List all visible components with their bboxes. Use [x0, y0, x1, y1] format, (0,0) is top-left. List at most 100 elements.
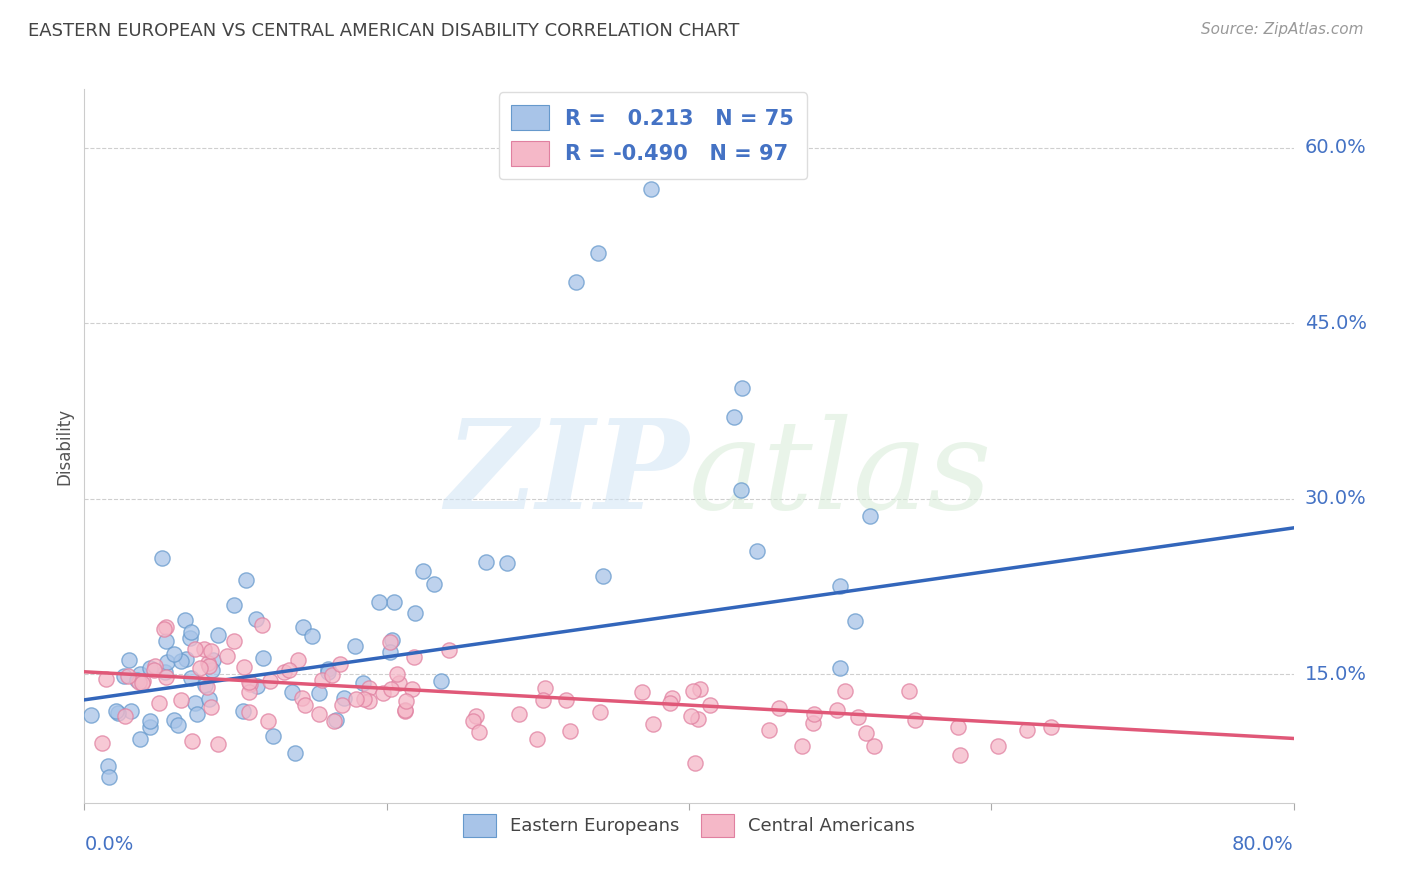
Point — [97, 770, 120, 784]
Point — [855, 726, 877, 740]
Point — [588, 246, 610, 260]
Point — [179, 631, 201, 645]
Point — [239, 677, 262, 691]
Point — [143, 663, 166, 677]
Legend: Eastern Europeans, Central Americans: Eastern Europeans, Central Americans — [456, 807, 922, 844]
Point — [316, 665, 339, 680]
Point — [232, 704, 254, 718]
Point — [661, 690, 683, 705]
Point — [463, 714, 485, 729]
Point — [127, 673, 149, 688]
Point — [422, 577, 444, 591]
Point — [475, 555, 498, 569]
Point — [949, 747, 972, 762]
Point — [508, 706, 530, 721]
Point — [359, 694, 381, 708]
Y-axis label: Disability: Disability — [55, 408, 73, 484]
Point — [844, 615, 866, 629]
Point — [198, 659, 221, 673]
Point — [468, 725, 491, 739]
Point — [131, 674, 153, 689]
Point — [311, 673, 333, 687]
Point — [353, 692, 375, 706]
Point — [641, 716, 664, 731]
Point — [128, 731, 150, 746]
Point — [731, 380, 754, 394]
Point — [745, 544, 768, 558]
Point — [181, 733, 204, 747]
Point — [401, 682, 423, 697]
Point — [394, 704, 416, 718]
Point — [278, 663, 301, 677]
Point — [120, 704, 142, 718]
Point — [201, 663, 224, 677]
Point — [301, 629, 323, 643]
Text: 60.0%: 60.0% — [1305, 138, 1367, 157]
Text: atlas: atlas — [689, 414, 993, 535]
Point — [207, 628, 229, 642]
Point — [359, 681, 381, 696]
Point — [139, 720, 162, 734]
Point — [371, 685, 394, 699]
Point — [262, 729, 284, 743]
Point — [344, 691, 367, 706]
Point — [464, 709, 486, 723]
Point — [245, 612, 267, 626]
Point — [174, 614, 197, 628]
Point — [827, 703, 849, 717]
Point — [197, 656, 219, 670]
Point — [830, 661, 852, 675]
Point — [380, 645, 402, 659]
Point — [394, 703, 416, 717]
Point — [201, 653, 224, 667]
Point — [193, 642, 215, 657]
Point — [200, 699, 222, 714]
Point — [139, 714, 162, 728]
Point — [294, 698, 316, 713]
Point — [238, 674, 260, 689]
Point — [150, 550, 173, 565]
Point — [682, 684, 704, 698]
Point — [325, 713, 347, 727]
Text: ZIP: ZIP — [446, 414, 689, 535]
Point — [252, 618, 274, 632]
Point — [768, 700, 790, 714]
Point — [169, 654, 191, 668]
Point — [699, 698, 721, 712]
Point — [316, 661, 339, 675]
Point — [404, 606, 426, 620]
Point — [188, 661, 211, 675]
Point — [155, 665, 177, 679]
Point — [830, 579, 852, 593]
Point — [112, 669, 135, 683]
Point — [368, 595, 391, 609]
Text: 30.0%: 30.0% — [1305, 489, 1367, 508]
Point — [233, 660, 256, 674]
Point — [80, 708, 103, 723]
Text: 45.0%: 45.0% — [1305, 314, 1367, 333]
Point — [290, 691, 312, 706]
Point — [329, 657, 352, 672]
Point — [131, 676, 153, 690]
Point — [904, 714, 927, 728]
Point — [117, 653, 139, 667]
Point — [238, 705, 260, 719]
Point — [91, 736, 114, 750]
Point — [723, 409, 745, 424]
Point — [863, 739, 886, 753]
Point — [437, 642, 460, 657]
Text: 0.0%: 0.0% — [84, 835, 134, 854]
Point — [138, 661, 160, 675]
Point — [803, 706, 825, 721]
Point — [97, 758, 120, 772]
Point — [640, 181, 662, 195]
Point — [180, 625, 202, 640]
Text: EASTERN EUROPEAN VS CENTRAL AMERICAN DISABILITY CORRELATION CHART: EASTERN EUROPEAN VS CENTRAL AMERICAN DIS… — [28, 22, 740, 40]
Point — [195, 680, 218, 694]
Point — [194, 677, 217, 691]
Point — [162, 647, 184, 661]
Point — [170, 693, 193, 707]
Point — [155, 670, 177, 684]
Point — [200, 644, 222, 658]
Point — [256, 714, 278, 728]
